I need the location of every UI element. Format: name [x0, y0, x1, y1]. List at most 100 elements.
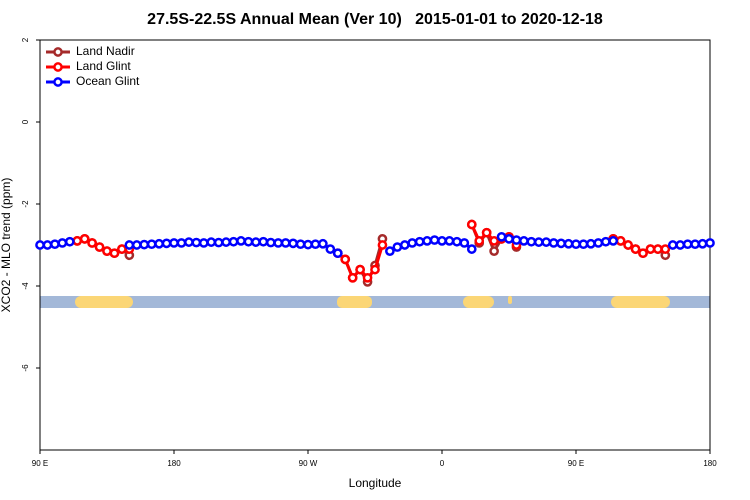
data-point	[385, 246, 395, 256]
data-point	[340, 254, 351, 265]
data-point	[288, 238, 298, 249]
data-point	[377, 240, 388, 250]
data-point	[548, 238, 559, 248]
data-point	[563, 238, 574, 249]
data-point	[139, 239, 150, 250]
data-point	[146, 239, 157, 250]
legend-label: Land Nadir	[76, 44, 135, 58]
data-point	[213, 237, 224, 248]
data-point	[124, 240, 135, 250]
data-point	[519, 236, 529, 246]
data-point	[191, 237, 202, 248]
data-point	[474, 236, 485, 246]
data-point	[660, 244, 671, 254]
y-tick-label: 2	[21, 37, 30, 42]
y-tick-label: -2	[21, 200, 30, 208]
data-point	[556, 238, 566, 249]
legend-marker	[53, 47, 63, 57]
x-tick-label: 180	[703, 459, 717, 468]
x-tick-label: 90 W	[299, 459, 318, 468]
data-point	[42, 240, 53, 250]
series	[72, 219, 671, 283]
data-point	[221, 237, 231, 247]
data-point	[258, 236, 269, 247]
x-tick-label: 0	[440, 459, 445, 468]
data-point	[407, 238, 418, 248]
data-point	[102, 246, 112, 256]
data-point	[496, 231, 507, 242]
x-tick-label: 90 E	[32, 459, 48, 468]
legend-label: Ocean Glint	[76, 74, 140, 88]
data-point	[630, 244, 641, 254]
data-point	[325, 244, 336, 254]
data-point	[459, 238, 470, 248]
data-point	[154, 238, 164, 249]
land-patch	[463, 296, 494, 308]
data-point	[697, 238, 708, 249]
data-point	[533, 237, 544, 247]
data-point	[705, 238, 715, 248]
data-point	[332, 248, 343, 259]
data-point	[444, 236, 455, 246]
data-point	[682, 239, 693, 250]
data-point	[72, 236, 83, 246]
data-point	[109, 248, 120, 259]
ocean-band	[40, 296, 710, 308]
data-point	[347, 272, 358, 283]
data-point	[437, 236, 447, 246]
data-point	[429, 235, 440, 245]
data-point	[131, 240, 142, 250]
data-point	[273, 238, 284, 248]
data-point	[466, 219, 477, 230]
data-point	[422, 236, 432, 246]
legend-label: Land Glint	[76, 59, 131, 73]
data-point	[578, 239, 589, 250]
data-point	[79, 234, 90, 244]
data-point	[489, 236, 499, 246]
data-point	[600, 236, 611, 247]
data-point	[184, 237, 194, 247]
data-point	[87, 238, 97, 248]
data-point	[623, 240, 633, 250]
data-point	[362, 272, 373, 283]
data-point	[645, 244, 656, 254]
y-axis-label: XCO2 - MLO trend (ppm)	[0, 178, 13, 313]
data-point	[50, 239, 60, 250]
data-point	[206, 237, 217, 247]
data-point	[355, 264, 365, 275]
data-point	[638, 248, 648, 259]
data-point	[318, 238, 328, 249]
data-point	[541, 237, 552, 247]
data-point	[243, 236, 254, 247]
y-tick-label: -4	[21, 282, 30, 290]
surface-band	[40, 296, 710, 308]
data-point	[176, 238, 187, 248]
data-point	[615, 236, 626, 246]
data-point	[64, 236, 75, 247]
x-tick-label: 90 E	[568, 459, 584, 468]
data-point	[228, 236, 239, 247]
data-point	[94, 242, 105, 252]
land-patch	[337, 296, 372, 308]
data-point	[690, 239, 700, 250]
data-point	[310, 239, 321, 250]
data-point	[608, 236, 619, 246]
data-point	[667, 240, 678, 250]
data-point	[117, 244, 127, 254]
data-point	[295, 239, 306, 250]
data-point	[675, 240, 686, 250]
series	[35, 231, 715, 259]
data-point	[414, 236, 425, 247]
x-axis-label: Longitude	[349, 476, 402, 490]
data-point	[265, 237, 276, 248]
data-point	[303, 239, 313, 250]
data-point	[526, 236, 537, 247]
data-point	[481, 227, 492, 238]
data-point	[653, 244, 663, 254]
data-point	[466, 244, 477, 254]
data-point	[399, 240, 410, 250]
data-point	[169, 238, 179, 248]
data-point	[198, 238, 209, 248]
